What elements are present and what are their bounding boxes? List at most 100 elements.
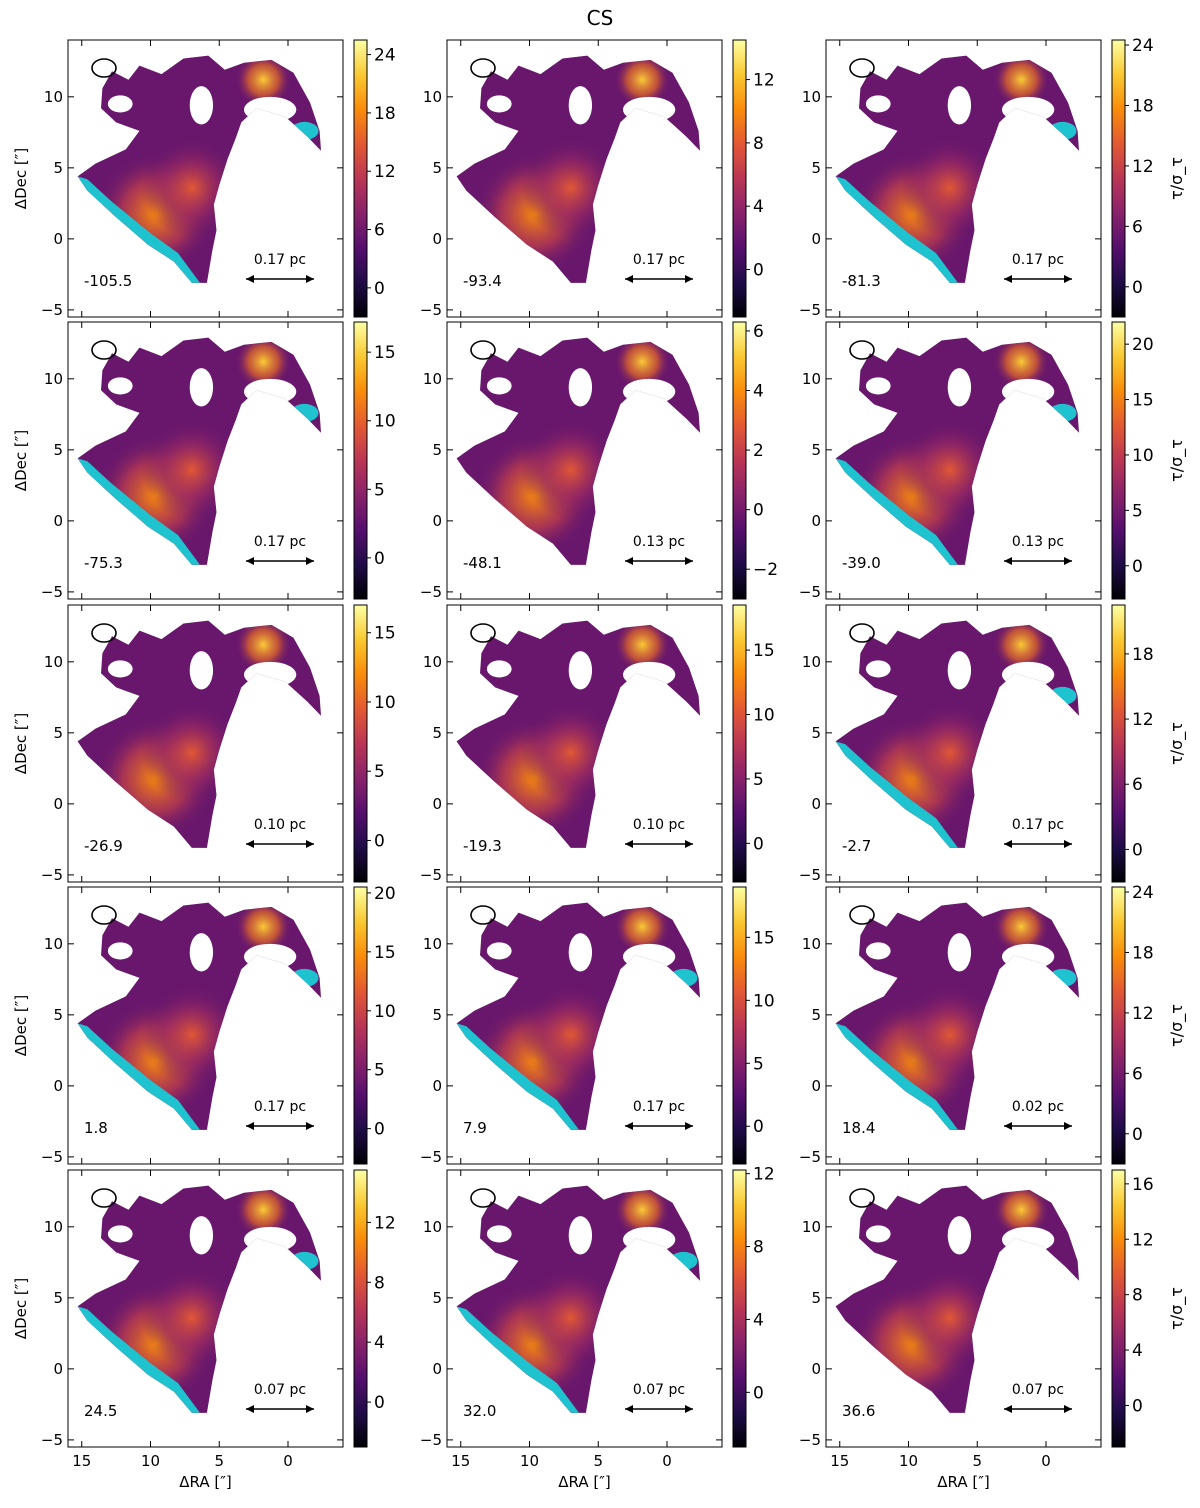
- colorbar-tick-label: 5: [374, 762, 385, 782]
- blank-region: [244, 378, 297, 405]
- panel-9: −5 0 5 10 -2.7 0.17 pc 0 6 12 18 τ/σ_τ: [799, 604, 1187, 884]
- scale-bar-arrowhead: [625, 557, 633, 565]
- scale-bar-label: 0.07 pc: [1012, 1382, 1064, 1398]
- colorbar-tick-label: 4: [753, 1310, 764, 1330]
- y-axis-label: ΔDec [″]: [12, 1278, 30, 1339]
- panel-7: −5 0 5 10 ΔDec [″] -26.9 0.10 pc 0 5 10 15: [12, 604, 396, 884]
- y-tick-label: 5: [811, 1006, 821, 1024]
- blank-region: [623, 661, 676, 688]
- colorbar-tick-label: 0: [374, 831, 385, 851]
- colorbar-tick-label: 20: [1132, 335, 1154, 355]
- axes-frame: [67, 39, 344, 318]
- blank-region: [568, 1216, 593, 1255]
- blank-region: [244, 943, 297, 970]
- velocity-label: -39.0: [842, 554, 881, 572]
- panel-10: −5 0 5 10 ΔDec [″] 1.8 0.17 pc 0 5 10 15 20: [12, 884, 396, 1166]
- velocity-label: 24.5: [84, 1402, 117, 1420]
- colorbar-gradient: [353, 886, 368, 1165]
- scale-bar-label: 0.10 pc: [633, 817, 685, 833]
- blank-region: [947, 1216, 972, 1255]
- colorbar-label: τ/σ_τ: [1167, 157, 1187, 200]
- colorbar-gradient: [1111, 321, 1126, 600]
- colorbar: −2 0 2 4 6: [732, 321, 778, 600]
- axes-frame: [67, 321, 344, 600]
- scale-bar-arrowhead: [1004, 840, 1012, 848]
- colorbar-tick-label: 6: [753, 322, 764, 342]
- optical-depth-map: [456, 902, 700, 1130]
- colorbar-tick-label: 5: [374, 480, 385, 500]
- colorbar-tick-label: 6: [1132, 1064, 1143, 1084]
- beam-ellipse: [470, 58, 496, 78]
- panel-1: −5 0 5 10 ΔDec [″] -105.5 0.17 pc 0 6 12 18 24: [12, 39, 396, 319]
- colorbar-tick-label: 0: [1132, 278, 1143, 298]
- beam-ellipse: [91, 623, 117, 643]
- colorbar-tick-label: 12: [374, 1213, 396, 1233]
- blank-region: [486, 942, 512, 960]
- y-axis-label: ΔDec [″]: [12, 713, 30, 774]
- panel-11: −5 0 5 10 7.9 0.17 pc 0 5 10 15: [420, 886, 775, 1166]
- colorbar-gradient: [732, 604, 747, 883]
- colorbar-tick-label: 6: [374, 221, 385, 241]
- colorbar-gradient: [732, 886, 747, 1165]
- y-tick-label: 0: [53, 230, 63, 248]
- y-tick-label: 5: [432, 441, 442, 459]
- scale-bar-arrowhead: [1064, 1122, 1072, 1130]
- blank-region: [623, 943, 676, 970]
- scale-bar-arrowhead: [306, 1122, 314, 1130]
- colorbar-tick-label: 10: [1132, 446, 1154, 466]
- scale-bar-arrowhead: [306, 275, 314, 283]
- scale-bar-label: 0.07 pc: [633, 1382, 685, 1398]
- x-tick-label: 10: [899, 1452, 918, 1470]
- blank-region: [189, 368, 214, 407]
- y-tick-label: −5: [41, 1431, 63, 1449]
- masked-region: [290, 1251, 319, 1270]
- blank-region: [947, 86, 972, 125]
- blank-region: [865, 1225, 891, 1243]
- velocity-label: -2.7: [842, 837, 871, 855]
- velocity-label: 7.9: [463, 1119, 487, 1137]
- colorbar-tick-label: 12: [753, 1165, 775, 1185]
- y-tick-label: 5: [811, 441, 821, 459]
- masked-region: [1048, 686, 1077, 705]
- blank-region: [486, 660, 512, 678]
- colorbar: 0 5 10 15: [732, 604, 775, 883]
- scale-bar-arrowhead: [246, 1405, 254, 1413]
- panel-3: −5 0 5 10 -81.3 0.17 pc 0 6 12 18 24 τ/σ_τ: [799, 36, 1187, 319]
- blank-region: [623, 378, 676, 405]
- masked-region: [835, 176, 958, 283]
- x-tick-label: 15: [451, 1452, 470, 1470]
- colorbar-tick-label: 0: [374, 1120, 385, 1140]
- velocity-label: 36.6: [842, 1402, 875, 1420]
- colorbar: 0 5 10 15: [353, 321, 396, 600]
- colorbar-tick-label: 8: [1132, 1286, 1143, 1306]
- masked-region: [835, 458, 958, 565]
- colorbar-gradient: [732, 1169, 747, 1448]
- masked-region: [77, 176, 200, 283]
- y-tick-label: 5: [432, 1006, 442, 1024]
- scale-bar-arrowhead: [1064, 840, 1072, 848]
- blank-region: [189, 651, 214, 690]
- y-tick-label: 5: [432, 724, 442, 742]
- y-axis-label: ΔDec [″]: [12, 148, 30, 209]
- panel-13: 15 10 5 0 −5 0 5 10 ΔDec [″] ΔRA [″] 24.5 0.07 pc 0 4…: [12, 1169, 396, 1491]
- axes-frame: [446, 321, 723, 600]
- scale-bar-arrowhead: [625, 1405, 633, 1413]
- y-tick-label: −5: [799, 301, 821, 319]
- panel-2: −5 0 5 10 -93.4 0.17 pc 0 4 8 12: [420, 39, 775, 319]
- masked-region: [290, 121, 319, 140]
- y-tick-label: 10: [44, 935, 63, 953]
- colorbar: 0 6 12 18 24: [353, 39, 396, 318]
- y-tick-label: 0: [811, 230, 821, 248]
- y-axis-label: ΔDec [″]: [12, 995, 30, 1056]
- colorbar-tick-label: 20: [374, 884, 396, 904]
- y-tick-label: 5: [432, 159, 442, 177]
- velocity-label: -26.9: [84, 837, 123, 855]
- blank-region: [568, 933, 593, 972]
- y-tick-label: −5: [41, 301, 63, 319]
- y-tick-label: 10: [802, 935, 821, 953]
- y-tick-label: −5: [41, 1148, 63, 1166]
- colorbar-tick-label: 15: [374, 343, 396, 363]
- colorbar-tick-label: 15: [753, 641, 775, 661]
- scale-bar-arrowhead: [1004, 557, 1012, 565]
- blank-region: [947, 651, 972, 690]
